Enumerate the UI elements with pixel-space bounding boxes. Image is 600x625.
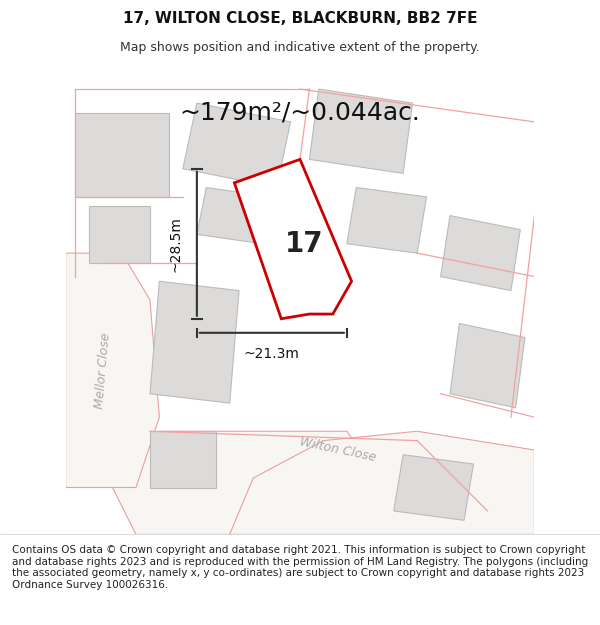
Text: Mellor Close: Mellor Close xyxy=(94,332,113,409)
Polygon shape xyxy=(310,89,413,173)
Polygon shape xyxy=(150,281,239,403)
Text: 17, WILTON CLOSE, BLACKBURN, BB2 7FE: 17, WILTON CLOSE, BLACKBURN, BB2 7FE xyxy=(123,11,477,26)
Text: Wilton Close: Wilton Close xyxy=(298,436,377,464)
Text: Map shows position and indicative extent of the property.: Map shows position and indicative extent… xyxy=(120,41,480,54)
Text: 17: 17 xyxy=(286,230,324,258)
Polygon shape xyxy=(113,431,370,534)
Polygon shape xyxy=(235,159,352,319)
Polygon shape xyxy=(394,455,473,520)
Polygon shape xyxy=(230,431,535,534)
Text: ~179m²/~0.044ac.: ~179m²/~0.044ac. xyxy=(179,101,421,124)
Text: Contains OS data © Crown copyright and database right 2021. This information is : Contains OS data © Crown copyright and d… xyxy=(12,545,588,590)
Polygon shape xyxy=(89,206,150,262)
Polygon shape xyxy=(450,324,525,408)
Polygon shape xyxy=(440,216,520,291)
Polygon shape xyxy=(197,188,272,244)
Polygon shape xyxy=(183,103,290,188)
Polygon shape xyxy=(65,253,160,488)
Polygon shape xyxy=(75,112,169,197)
Text: ~28.5m: ~28.5m xyxy=(169,216,183,272)
Polygon shape xyxy=(347,188,427,253)
Text: ~21.3m: ~21.3m xyxy=(244,347,300,361)
Polygon shape xyxy=(150,431,215,488)
